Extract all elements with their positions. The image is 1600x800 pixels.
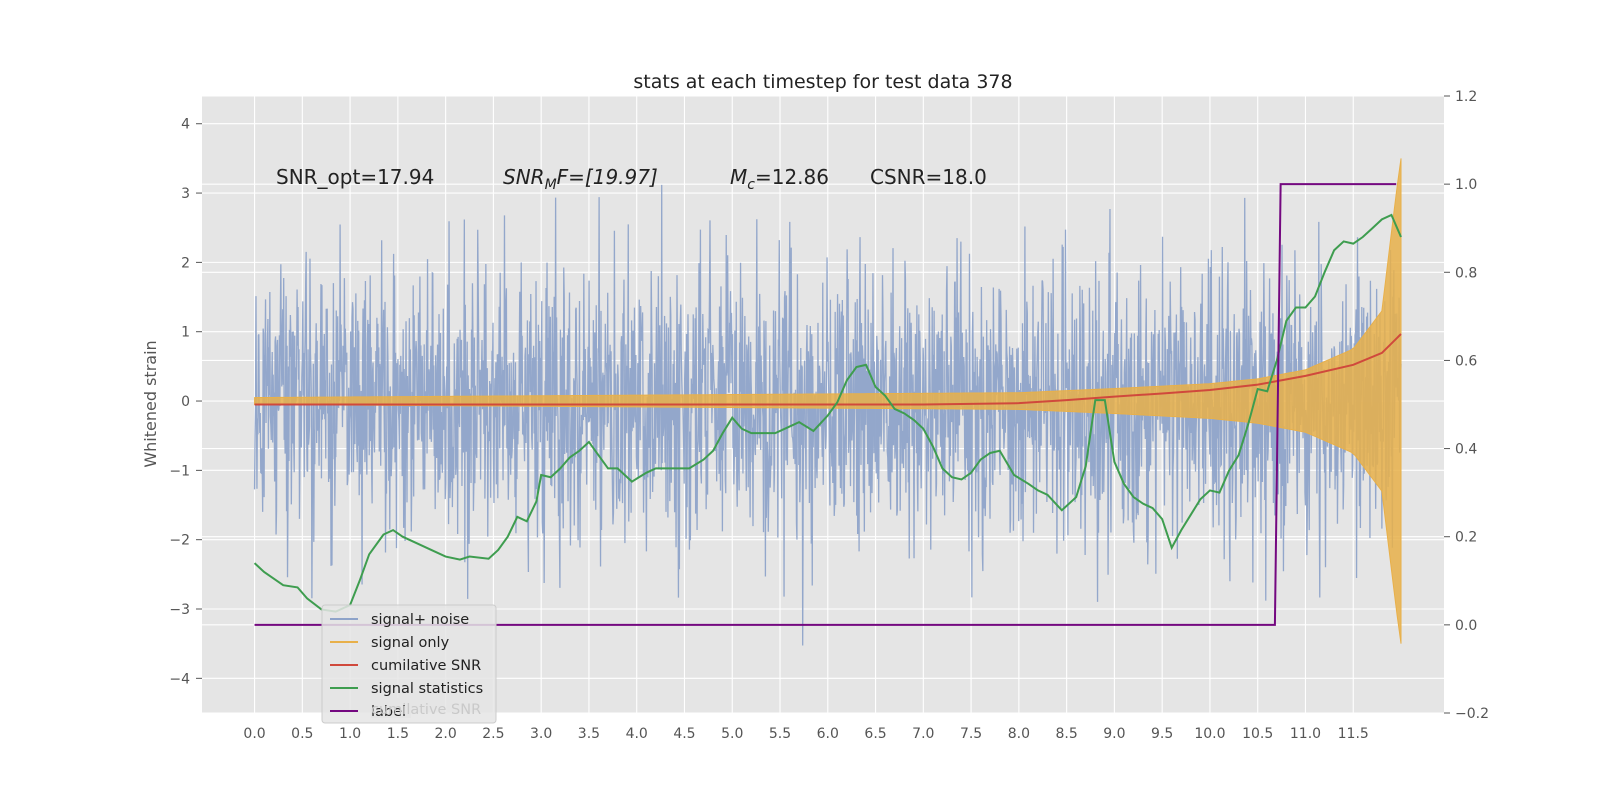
legend-frame [321, 604, 497, 724]
annotation-subscript: M [545, 177, 557, 193]
x-tick-label: 6.5 [864, 726, 886, 742]
x-tick-label: 3.5 [578, 726, 600, 742]
y2-tick-label: 0.8 [1455, 265, 1477, 281]
legend-item[interactable]: label [330, 704, 406, 720]
legend-ghost-mask [371, 698, 411, 718]
y2-tick-label: 0.2 [1455, 530, 1477, 546]
series-layer [253, 158, 1402, 646]
annotation-base: SNR_opt=17.94 [276, 165, 434, 189]
y-axis-label: Whitened strain [141, 340, 160, 467]
legend[interactable]: signal+ noise signal only cumilative SNR si… [321, 604, 497, 724]
legend-item[interactable]: cumilative SNR [330, 658, 481, 674]
y2-tick-label: −0.2 [1455, 706, 1489, 722]
x-tick-label: 6.0 [817, 726, 839, 742]
y-tick-label: 4 [181, 117, 190, 133]
x-tick-label: 0.5 [291, 726, 313, 742]
y2-tick-label: 0.0 [1455, 618, 1477, 634]
legend-label: label [371, 704, 406, 720]
legend-ghost-text: cumilative SNR [371, 702, 481, 718]
x-tick-label: 9.5 [1151, 726, 1173, 742]
y-tick-label: 0 [181, 394, 190, 410]
x-tick-label: 8.0 [1008, 726, 1030, 742]
x-tick-label: 2.0 [434, 726, 456, 742]
legend-label: signal statistics [371, 681, 483, 697]
y-tick-label: −2 [169, 533, 190, 549]
x-tick-label: 0.0 [243, 726, 265, 742]
x-tick-label: 7.5 [960, 726, 982, 742]
x-tick-label: 9.0 [1103, 726, 1125, 742]
annotation-text: SNR_opt=17.94 [276, 165, 434, 189]
annotation-text: SNRMF=[19.97] [503, 165, 658, 193]
chart-title: stats at each timestep for test data 378 [633, 71, 1012, 93]
annotation-text: Mc=12.86 [730, 165, 829, 193]
annotation-text: CSNR=18.0 [870, 165, 987, 189]
x-tick-label: 4.5 [673, 726, 695, 742]
x-tick-label: 2.5 [482, 726, 504, 742]
annotation-base: CSNR=18.0 [870, 165, 987, 189]
y-tick-label: 1 [181, 325, 190, 341]
legend-item[interactable]: signal+ noise [330, 612, 469, 628]
x-tick-label: 11.5 [1338, 726, 1369, 742]
series-signal-statistics-line [253, 213, 1402, 613]
y2-tick-label: 0.6 [1455, 353, 1477, 369]
annotation-base: SNR [503, 165, 545, 189]
y-tick-label: 3 [181, 186, 190, 202]
y-tick-label: 2 [181, 255, 190, 271]
legend-label: signal only [371, 635, 450, 651]
legend-item[interactable]: signal only [330, 635, 450, 651]
legend-label: signal+ noise [371, 612, 469, 628]
x-tick-label: 4.0 [626, 726, 648, 742]
x-tick-label: 7.0 [912, 726, 934, 742]
ticks: 0.0 0.5 1.0 1.5 2.0 2.5 3.0 3.5 4.0 4.5 5.0 5.5 6.0 6… [169, 89, 1489, 742]
x-tick-label: 1.0 [339, 726, 361, 742]
x-tick-label: 3.0 [530, 726, 552, 742]
x-tick-label: 10.5 [1242, 726, 1273, 742]
annotation-rest: =12.86 [755, 165, 829, 189]
series-label-line [254, 183, 1397, 626]
annotation-base: M [730, 165, 747, 189]
x-tick-label: 5.0 [721, 726, 743, 742]
x-tick-label: 8.5 [1055, 726, 1077, 742]
series-signal-only-envelope [254, 158, 1402, 644]
legend-item[interactable]: signal statistics [330, 681, 483, 697]
y2-tick-label: 0.4 [1455, 442, 1477, 458]
y-tick-label: −1 [169, 463, 190, 479]
y-tick-label: −4 [169, 671, 190, 687]
annotation-rest: F=[19.97] [557, 165, 658, 189]
y2-tick-label: 1.0 [1455, 177, 1477, 193]
series-cumilative-snr-line [254, 333, 1402, 406]
series-signal-noise-line [253, 184, 1402, 646]
annotation-subscript: c [747, 177, 755, 193]
legend-label: cumilative SNR [371, 658, 481, 674]
y2-tick-label: 1.2 [1455, 89, 1477, 105]
annotations: SNR_opt=17.94 SNRMF=[19.97] Mc=12.86 CSNR=1… [276, 165, 987, 193]
x-tick-label: 1.5 [387, 726, 409, 742]
y-tick-label: −3 [169, 602, 190, 618]
x-tick-label: 11.0 [1290, 726, 1321, 742]
x-tick-label: 10.0 [1194, 726, 1225, 742]
x-tick-label: 5.5 [769, 726, 791, 742]
